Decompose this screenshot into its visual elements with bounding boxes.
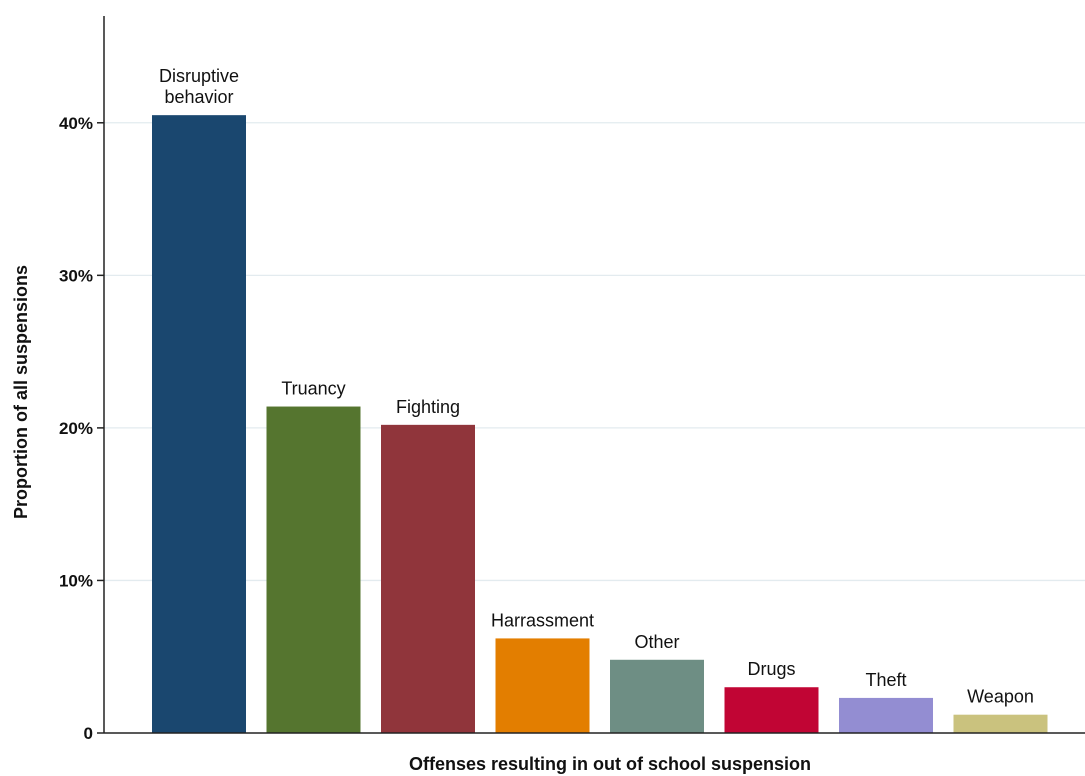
y-tick-label: 0	[84, 724, 93, 743]
y-axis: 0 10% 20% 30% 40%	[59, 16, 104, 743]
bar-label: Other	[634, 632, 679, 652]
bar-label: behavior	[164, 87, 233, 107]
y-tick-label: 30%	[59, 266, 93, 285]
bar-drugs	[725, 687, 819, 733]
y-tick-label: 20%	[59, 419, 93, 438]
bar-disruptive-behavior	[152, 115, 246, 733]
bar-label: Harrassment	[491, 610, 594, 630]
bar-label: Drugs	[747, 659, 795, 679]
bar-fighting	[381, 425, 475, 733]
bar-harrassment	[496, 638, 590, 733]
bar-label: Fighting	[396, 397, 460, 417]
y-axis-title: Proportion of all suspensions	[11, 265, 31, 519]
gridlines	[104, 123, 1085, 581]
bar-weapon	[954, 715, 1048, 733]
y-tick-label: 10%	[59, 571, 93, 590]
bar-truancy	[267, 407, 361, 733]
bar-label: Truancy	[281, 379, 345, 399]
bar-other	[610, 660, 704, 733]
y-tick-label: 40%	[59, 114, 93, 133]
bar-label: Disruptive	[159, 66, 239, 86]
bars	[152, 115, 1048, 733]
bar-label: Weapon	[967, 687, 1034, 707]
bar-theft	[839, 698, 933, 733]
bar-label: Theft	[865, 670, 906, 690]
x-axis-title: Offenses resulting in out of school susp…	[409, 754, 811, 774]
